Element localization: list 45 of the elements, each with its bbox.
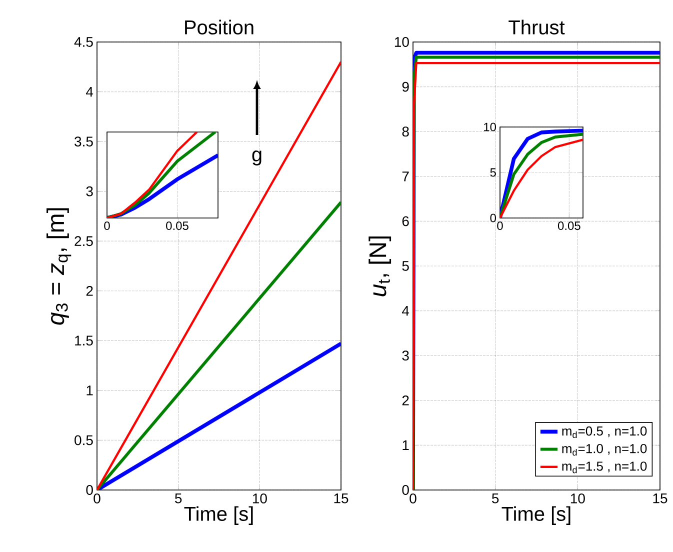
y-tick-label: 0 [490, 214, 496, 222]
y-tick-label: 3 [402, 350, 409, 361]
x-tick-label: 15 [334, 494, 348, 504]
y-tick-label: 4 [402, 306, 410, 316]
legend-label: m$_{d}$=0.5 , n=1.0 [562, 426, 647, 438]
x-tick-label: 0 [410, 494, 416, 504]
y-tick-label: 5 [402, 261, 409, 271]
x-tick-label: 5 [175, 494, 182, 504]
y-tick-label: 1 [402, 440, 409, 450]
y-tick-label: 2 [86, 286, 93, 296]
y-tick-label: 2.5 [74, 236, 93, 246]
y-tick-label: 1 [86, 386, 93, 396]
y-tick-label: 10 [394, 37, 409, 47]
legend-label: m$_{d}$=1.5 , n=1.0 [562, 462, 647, 474]
y-tick-label: 0.5 [74, 435, 93, 446]
chart-title: Thrust [508, 20, 565, 34]
x-tick-label: 0 [104, 222, 110, 230]
x-tick-label: 15 [653, 494, 668, 504]
y-tick-label: 6 [402, 216, 409, 226]
y-tick-label: 0 [86, 485, 93, 495]
y-tick-label: 3.5 [74, 136, 93, 147]
x-tick-label: 0.05 [558, 222, 580, 230]
x-axis-title: Time [s] [502, 506, 570, 525]
annotation: g [252, 150, 262, 166]
y-tick-label: 4 [86, 86, 94, 97]
x-tick-label: 0 [497, 222, 503, 230]
x-tick-label: 10 [570, 494, 585, 504]
x-tick-label: 10 [252, 494, 267, 504]
y-tick-label: 1.5 [75, 336, 93, 346]
y-tick-label: 2 [402, 395, 409, 406]
y-tick-label: 10 [484, 122, 496, 132]
y-tick-label: 0 [402, 485, 409, 495]
chart-title: Position [185, 20, 254, 34]
y-axis-title: u$_{t}$, [N] [368, 236, 392, 296]
x-axis-title: Time [s] [184, 506, 253, 525]
y-tick-label: 3 [86, 186, 93, 196]
x-tick-label: 0.05 [166, 222, 188, 230]
y-tick-label: 4.5 [74, 37, 93, 47]
y-tick-label: 7 [402, 172, 409, 182]
x-tick-label: 0 [94, 494, 100, 504]
y-tick-label: 9 [402, 82, 409, 92]
legend-label: m$_{d}$=1.0 , n=1.0 [562, 444, 647, 456]
y-axis-title: q$_{3}$ = z$_{q}$, [m] [46, 208, 72, 325]
y-tick-label: 8 [402, 126, 409, 137]
y-tick-label: 5 [490, 168, 496, 177]
